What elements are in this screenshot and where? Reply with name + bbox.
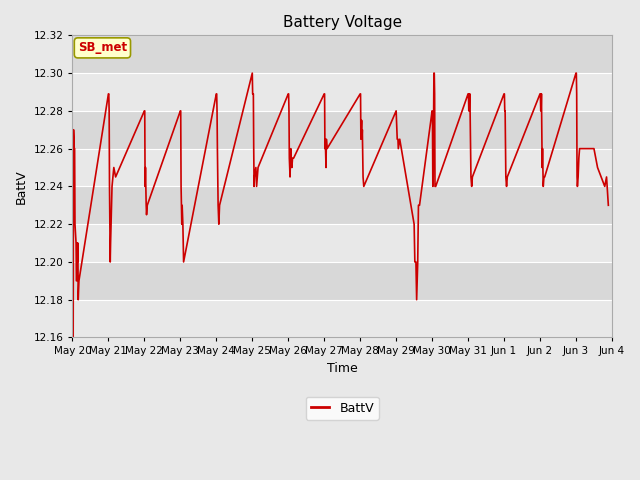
Title: Battery Voltage: Battery Voltage [283, 15, 402, 30]
Y-axis label: BattV: BattV [15, 169, 28, 204]
X-axis label: Time: Time [327, 362, 358, 375]
Bar [72, 262, 612, 300]
Bar [72, 224, 612, 262]
Bar [72, 186, 612, 224]
Bar [72, 36, 612, 73]
Bar [72, 149, 612, 186]
Text: SB_met: SB_met [78, 41, 127, 54]
Bar [72, 111, 612, 149]
Bar [72, 73, 612, 111]
Legend: BattV: BattV [305, 396, 379, 420]
Bar [72, 300, 612, 337]
